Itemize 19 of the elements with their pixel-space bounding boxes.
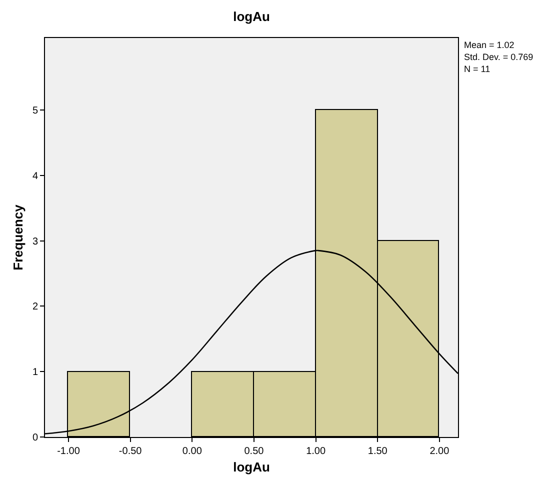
y-tick-label: 2 xyxy=(32,302,38,313)
text: N = 11 xyxy=(464,64,490,74)
x-tick-label: 1.50 xyxy=(368,446,388,457)
x-tick-label: 2.00 xyxy=(430,446,450,457)
text: Std. Dev. = 0.769 xyxy=(464,52,534,62)
y-axis-title: Frequency xyxy=(10,204,26,270)
x-tick-label: 1.00 xyxy=(306,446,326,457)
text: Mean = 1.02 xyxy=(464,40,514,50)
x-tick-label: 0.50 xyxy=(244,446,264,457)
x-axis-title: logAu xyxy=(233,460,270,475)
y-tick-label: 1 xyxy=(32,367,38,378)
x-tick-label: -1.00 xyxy=(57,446,80,457)
y-tick-label: 5 xyxy=(32,105,38,116)
y-tick-label: 0 xyxy=(32,432,38,444)
x-tick-label: 0.00 xyxy=(182,446,202,457)
x-tick-label: -0.50 xyxy=(118,446,142,457)
y-tick-label: 4 xyxy=(32,170,38,182)
chart-title: logAu xyxy=(233,9,270,24)
y-tick-label: 3 xyxy=(32,236,38,248)
